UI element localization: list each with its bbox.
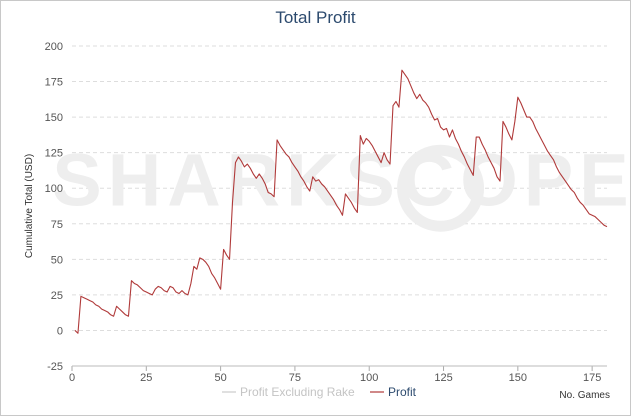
y-tick-label: -25 xyxy=(47,361,63,373)
y-tick-label: 50 xyxy=(51,254,63,266)
legend-entry-0: Profit Excluding Rake xyxy=(240,385,355,399)
y-tick-label: 150 xyxy=(45,112,63,124)
chart-title: Total Profit xyxy=(275,8,356,27)
x-tick-label: 0 xyxy=(69,372,75,384)
watermark-crosshair xyxy=(397,144,485,232)
y-tick-label: 200 xyxy=(45,41,63,53)
watermark-text: SHARKSCOPE xyxy=(52,138,631,221)
y-tick-label: 175 xyxy=(45,77,63,89)
x-tick-label: 150 xyxy=(509,372,527,384)
y-axis-label: Cumulative Total (USD) xyxy=(24,154,35,258)
series-lines xyxy=(74,69,608,334)
y-tick-label: 100 xyxy=(45,183,63,195)
y-tick-label: 75 xyxy=(51,219,63,231)
y-tick-label: 25 xyxy=(51,290,63,302)
x-tick-label: 125 xyxy=(434,372,452,384)
axes: -25 0 25 50 75 100 125 150 175 200 0 25 50 75 100 125 15… xyxy=(45,41,607,384)
x-tick-label: 100 xyxy=(360,372,378,384)
sharkscope-watermark: SHARKSCOPE xyxy=(52,138,631,232)
y-tick-label: 0 xyxy=(57,325,63,337)
x-tick-label: 50 xyxy=(214,372,226,384)
x-tick-label: 75 xyxy=(289,372,301,384)
y-tick-label: 125 xyxy=(45,148,63,160)
x-tick-label: 175 xyxy=(583,372,601,384)
x-tick-label: 25 xyxy=(140,372,152,384)
series-line-1 xyxy=(74,69,608,334)
legend-entry-1: Profit xyxy=(388,385,417,399)
legend: Profit Excluding Rake Profit xyxy=(222,385,417,399)
x-axis-label: No. Games xyxy=(559,390,610,401)
